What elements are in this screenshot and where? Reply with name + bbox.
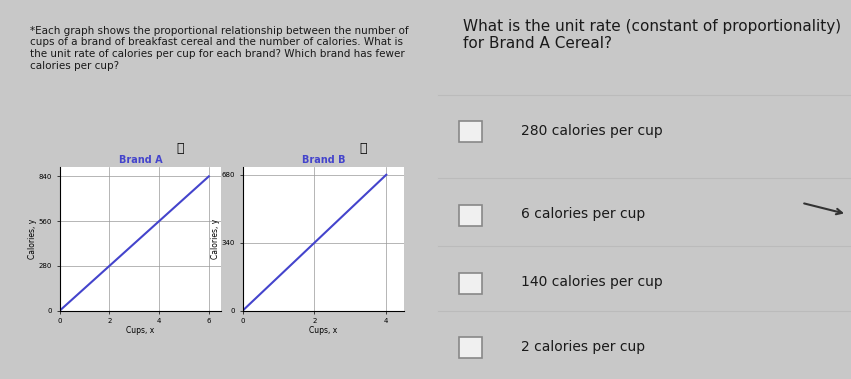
- FancyBboxPatch shape: [459, 121, 482, 142]
- Y-axis label: Calories, y: Calories, y: [211, 219, 220, 259]
- FancyBboxPatch shape: [459, 205, 482, 226]
- Y-axis label: Calories, y: Calories, y: [28, 219, 37, 259]
- Text: 🔍: 🔍: [176, 142, 184, 155]
- FancyBboxPatch shape: [459, 337, 482, 358]
- Text: 6 calories per cup: 6 calories per cup: [521, 207, 645, 221]
- X-axis label: Cups, x: Cups, x: [126, 326, 155, 335]
- Text: 2 calories per cup: 2 calories per cup: [521, 340, 645, 354]
- X-axis label: Cups, x: Cups, x: [309, 326, 338, 335]
- Text: 140 calories per cup: 140 calories per cup: [521, 276, 663, 289]
- FancyBboxPatch shape: [459, 273, 482, 294]
- Title: Brand B: Brand B: [301, 155, 346, 164]
- Text: What is the unit rate (constant of proportionality)
for Brand A Cereal?: What is the unit rate (constant of propo…: [463, 19, 841, 51]
- Text: *Each graph shows the proportional relationship between the number of
cups of a : *Each graph shows the proportional relat…: [30, 26, 408, 70]
- Title: Brand A: Brand A: [118, 155, 163, 164]
- Text: 280 calories per cup: 280 calories per cup: [521, 124, 663, 138]
- Text: 🔍: 🔍: [359, 142, 367, 155]
